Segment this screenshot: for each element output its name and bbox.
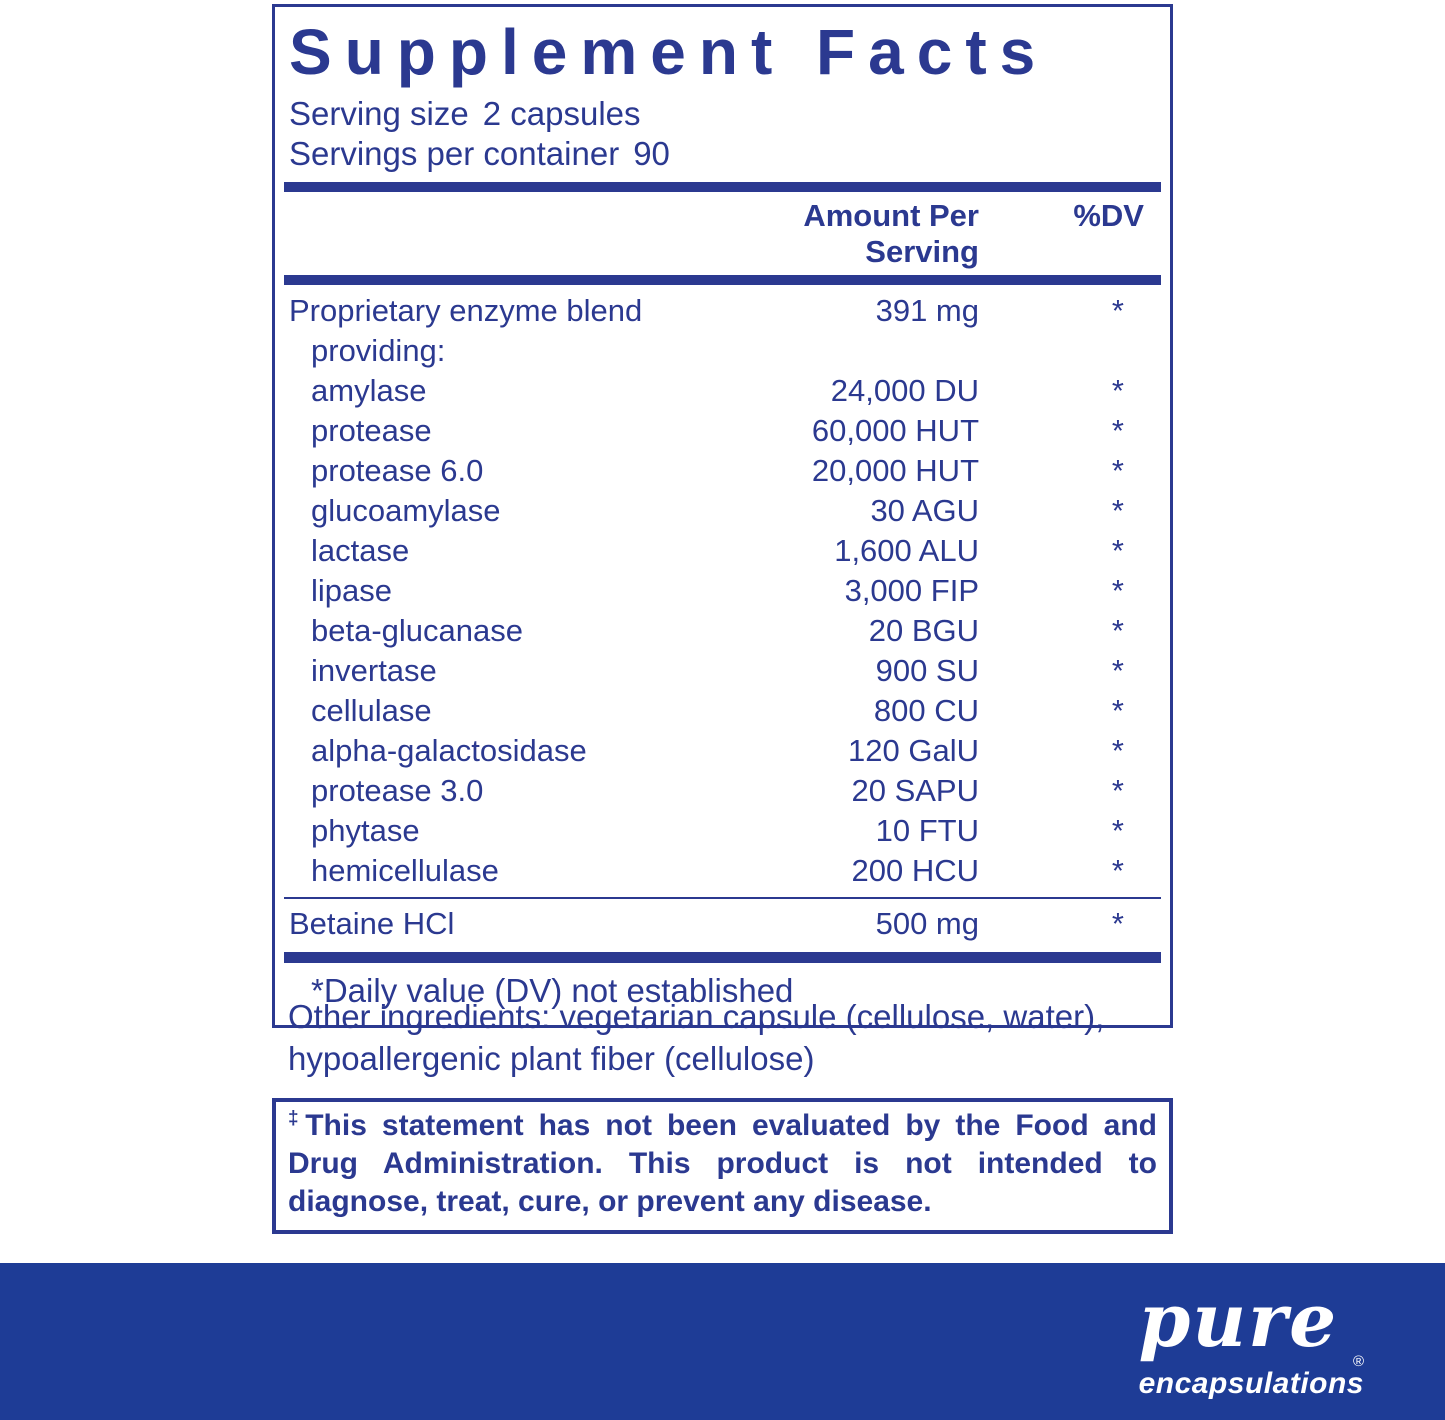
row-name: hemicellulase (311, 853, 499, 889)
row-dv (986, 331, 1156, 371)
row-dv: * (1111, 613, 1124, 649)
serving-size-label: Serving size (289, 95, 469, 133)
row-dv: * (1111, 813, 1124, 849)
table-row: protease 6.0 20,000 HUT * (289, 451, 1156, 491)
row-name: protease 6.0 (311, 453, 484, 489)
brand-name: pure (1138, 1278, 1339, 1364)
column-header-dv: %DV (1073, 198, 1144, 234)
other-ingredients-line1: Other ingredients: vegetarian capsule (c… (288, 998, 1105, 1035)
row-amount: 20,000 HUT (811, 453, 979, 489)
row-amount: 10 FTU (875, 813, 979, 849)
row-name: beta-glucanase (311, 613, 523, 649)
row-amount: 60,000 HUT (811, 413, 979, 449)
disclaimer-line2: Drug Administration. This product is not… (288, 1147, 1157, 1180)
row-dv: * (1111, 533, 1124, 569)
column-header-spacer (289, 198, 736, 270)
row-amount: 20 BGU (868, 613, 979, 649)
row-name: phytase (311, 813, 420, 849)
row-name: glucoamylase (311, 493, 501, 529)
divider-bar-bottom (284, 952, 1161, 964)
row-name: lactase (311, 533, 410, 569)
other-ingredients-line2: hypoallergenic plant fiber (cellulose) (288, 1040, 815, 1077)
row-dv: * (1111, 493, 1124, 529)
divider-bar-top (284, 182, 1161, 193)
row-dv: * (1111, 573, 1124, 609)
dv-footnote: *Daily value (DV) not established (311, 972, 794, 1010)
row-amount: 200 HCU (851, 853, 980, 889)
row-name: invertase (311, 653, 437, 689)
row-dv: * (1111, 906, 1124, 942)
row-amount: 120 GalU (848, 733, 979, 769)
table-row: invertase 900 SU * (289, 651, 1156, 691)
table-row: hemicellulase 200 HCU * (289, 851, 1156, 891)
servings-per-container-line: Servings per container 90 (289, 134, 1156, 174)
other-ingredients: Other ingredients: vegetarian capsule (c… (288, 996, 1168, 1080)
row-name: alpha-galactosidase (311, 733, 587, 769)
table-row: protease 3.0 20 SAPU * (289, 771, 1156, 811)
column-header-row: Amount Per Serving %DV (289, 192, 1156, 275)
row-amount: 500 mg (875, 906, 979, 942)
table-row: lactase 1,600 ALU * (289, 531, 1156, 571)
row-dv: * (1111, 293, 1124, 329)
disclaimer-line3: diagnose, treat, cure, or prevent any di… (288, 1185, 932, 1218)
row-amount: 20 SAPU (851, 773, 979, 809)
divider-bar-middle (284, 275, 1161, 286)
row-name: providing: (311, 333, 446, 369)
row-amount: 3,000 FIP (844, 573, 979, 609)
fda-disclaimer-box: ‡This statement has not been evaluated b… (272, 1098, 1173, 1234)
row-amount: 900 SU (875, 653, 979, 689)
double-dagger-mark: ‡ (288, 1108, 306, 1129)
row-amount: 1,600 ALU (834, 533, 979, 569)
row-amount (736, 331, 986, 371)
row-dv: * (1111, 773, 1124, 809)
row-dv: * (1111, 653, 1124, 689)
row-name: protease (311, 413, 432, 449)
brand-footer-band: pure ® encapsulations (0, 1263, 1445, 1420)
table-row: alpha-galactosidase 120 GalU * (289, 731, 1156, 771)
servings-per-container-label: Servings per container (289, 135, 620, 173)
brand-subname: encapsulations (1138, 1367, 1364, 1400)
table-row: phytase 10 FTU * (289, 811, 1156, 851)
registered-trademark-icon: ® (1352, 1353, 1364, 1370)
servings-per-container-value: 90 (633, 135, 670, 173)
row-name: Proprietary enzyme blend (289, 293, 643, 329)
row-dv: * (1111, 853, 1124, 889)
ingredient-rows: Proprietary enzyme blend 391 mg * provid… (289, 291, 1156, 891)
table-row: providing: (289, 331, 1156, 371)
betaine-row: Betaine HCl 500 mg * (289, 899, 1156, 952)
disclaimer-line1: ‡This statement has not been evaluated b… (288, 1107, 1157, 1145)
disclaimer-line1-text: This statement has not been evaluated by… (305, 1109, 1157, 1142)
serving-size-value: 2 capsules (482, 95, 641, 133)
row-amount: 391 mg (875, 293, 979, 329)
row-name: lipase (311, 573, 392, 609)
row-dv: * (1111, 733, 1124, 769)
row-dv: * (1111, 693, 1124, 729)
row-amount: 800 CU (873, 693, 979, 729)
row-dv: * (1111, 413, 1124, 449)
column-header-amount: Amount Per Serving (803, 198, 979, 270)
row-dv: * (1111, 373, 1124, 409)
row-name: Betaine HCl (289, 906, 455, 942)
table-row: beta-glucanase 20 BGU * (289, 611, 1156, 651)
row-amount: 30 AGU (870, 493, 979, 529)
supplement-facts-panel: Supplement Facts Serving size 2 capsules … (272, 4, 1173, 1029)
table-row: lipase 3,000 FIP * (289, 571, 1156, 611)
row-name: cellulase (311, 693, 432, 729)
table-row: glucoamylase 30 AGU * (289, 491, 1156, 531)
thin-divider (284, 897, 1161, 900)
row-name: amylase (311, 373, 427, 409)
pure-encapsulations-logo: pure ® encapsulations (1138, 1278, 1364, 1400)
panel-title: Supplement Facts (289, 16, 1049, 88)
table-row: amylase 24,000 DU * (289, 371, 1156, 411)
row-dv: * (1111, 453, 1124, 489)
table-row: cellulase 800 CU * (289, 691, 1156, 731)
row-amount: 24,000 DU (830, 373, 979, 409)
table-row: protease 60,000 HUT * (289, 411, 1156, 451)
row-name: protease 3.0 (311, 773, 484, 809)
serving-size-line: Serving size 2 capsules (289, 94, 1156, 134)
table-row: Proprietary enzyme blend 391 mg * (289, 291, 1156, 331)
